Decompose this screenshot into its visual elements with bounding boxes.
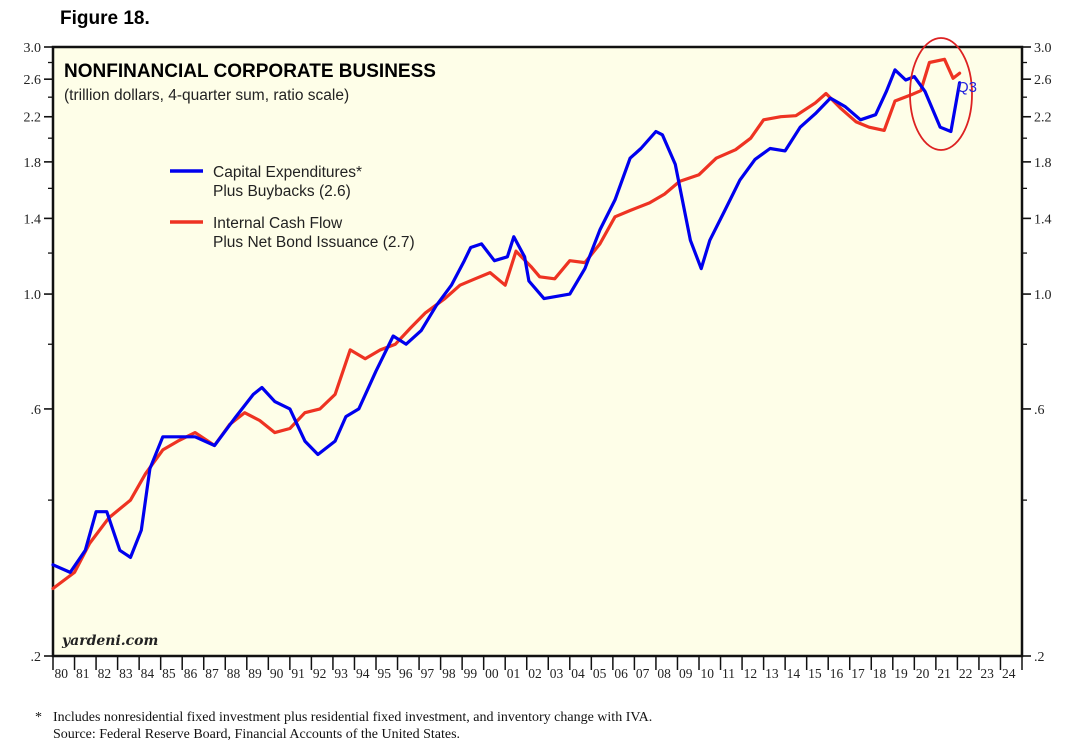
- x-tick-label: 95: [378, 666, 392, 681]
- x-tick-label: 82: [98, 666, 112, 681]
- x-tick-label: 06: [614, 666, 628, 681]
- x-tick-label: 15: [808, 666, 822, 681]
- y-tick-label-left: 1.4: [24, 212, 42, 227]
- y-tick-label-right: 1.8: [1034, 156, 1052, 171]
- legend: Capital Expenditures* Plus Buybacks (2.6…: [170, 164, 415, 251]
- x-tick-label: 14: [787, 666, 801, 681]
- x-tick-label: 97: [421, 666, 435, 681]
- x-tick-label: 94: [356, 666, 370, 681]
- legend-label-capex-line1: Capital Expenditures*: [213, 164, 362, 181]
- series-layer: [51, 57, 962, 591]
- y-tick-label-left: 2.6: [24, 73, 42, 88]
- x-tick-label: 23: [980, 666, 994, 681]
- x-tick-label: 99: [464, 666, 478, 681]
- chart-title: NONFINANCIAL CORPORATE BUSINESS: [64, 61, 436, 82]
- footnote-line-1: Includes nonresidential fixed investment…: [53, 710, 653, 725]
- x-tick-label: 81: [76, 666, 90, 681]
- footnote: * Includes nonresidential fixed investme…: [35, 709, 652, 743]
- annotation-q3: Q3: [957, 79, 977, 96]
- y-tick-label-right: .2: [1034, 650, 1045, 665]
- highlight-circle: [909, 37, 973, 151]
- x-tick-label: 86: [184, 666, 198, 681]
- x-tick-label: 00: [485, 666, 499, 681]
- x-tick-label: 18: [873, 666, 887, 681]
- x-tick-label: 09: [679, 666, 693, 681]
- footnote-line-2: Source: Federal Reserve Board, Financial…: [53, 727, 461, 742]
- x-tick-label: 90: [270, 666, 284, 681]
- x-tick-label: 02: [528, 666, 542, 681]
- x-tick-label: 89: [248, 666, 262, 681]
- y-tick-label-right: 2.2: [1034, 111, 1052, 126]
- y-tick-label-left: 1.8: [24, 156, 42, 171]
- chart-subtitle: (trillion dollars, 4-quarter sum, ratio …: [64, 87, 349, 104]
- x-tick-label: 91: [291, 666, 305, 681]
- x-tick-label: 93: [334, 666, 348, 681]
- y-tick-label-left: .6: [31, 403, 42, 418]
- y-tick-label-right: 1.0: [1034, 288, 1052, 303]
- y-axis-right: .2 .6 1.0 1.4 1.8 2.2 2.6 3.0: [1022, 41, 1052, 665]
- x-tick-label: 08: [657, 666, 671, 681]
- x-tick-label: 87: [205, 666, 219, 681]
- x-tick-label: 19: [894, 666, 908, 681]
- legend-label-cashflow-line2: Plus Net Bond Issuance (2.7): [213, 234, 415, 251]
- x-tick-label: 96: [399, 666, 413, 681]
- x-tick-label: 12: [744, 666, 758, 681]
- series-line-capex-buybacks: [51, 68, 962, 575]
- y-tick-label-left: 3.0: [24, 41, 42, 56]
- x-tick-label: 03: [550, 666, 564, 681]
- x-tick-label: 92: [313, 666, 327, 681]
- x-tick-label: 88: [227, 666, 241, 681]
- footnote-marker: *: [35, 710, 42, 725]
- x-tick-label: 05: [593, 666, 607, 681]
- x-tick-label: 04: [571, 666, 585, 681]
- y-tick-label-left: .2: [31, 650, 42, 665]
- legend-label-capex-line2: Plus Buybacks (2.6): [213, 183, 351, 200]
- legend-label-cashflow-line1: Internal Cash Flow: [213, 215, 343, 232]
- x-tick-label: 01: [507, 666, 521, 681]
- y-tick-label-right: 3.0: [1034, 41, 1052, 56]
- y-tick-label-left: 2.2: [24, 111, 42, 126]
- watermark: yardeni.com: [61, 633, 158, 649]
- x-tick-label: 98: [442, 666, 456, 681]
- x-tick-label: 16: [830, 666, 844, 681]
- y-tick-label-right: .6: [1034, 403, 1045, 418]
- x-tick-label: 85: [162, 666, 176, 681]
- y-tick-label-left: 1.0: [24, 288, 42, 303]
- y-axis-left: .2 .6 1.0 1.4 1.8 2.2 2.6 3.0: [24, 41, 53, 665]
- x-tick-label: 07: [636, 666, 650, 681]
- x-tick-label: 21: [937, 666, 951, 681]
- y-tick-label-right: 2.6: [1034, 73, 1052, 88]
- x-tick-label: 17: [851, 666, 865, 681]
- x-tick-label: 22: [959, 666, 973, 681]
- x-tick-label: 10: [701, 666, 715, 681]
- x-tick-label: 11: [722, 666, 735, 681]
- x-tick-label: 13: [765, 666, 779, 681]
- x-tick-label: 20: [916, 666, 930, 681]
- x-tick-label: 84: [141, 666, 155, 681]
- x-tick-label: 83: [119, 666, 133, 681]
- x-tick-label: 24: [1002, 666, 1016, 681]
- x-axis: 80 81 82 83 84 85 86 87 88 89 90 91 92 93 94 95 96 97 98 99…: [52, 656, 1023, 681]
- chart: .2 .6 1.0 1.4 1.8 2.2 2.6 3.0 .2 .6 1.0 1.4 1.8 2.2 2…: [24, 37, 1052, 681]
- x-tick-label: 80: [55, 666, 69, 681]
- y-tick-label-right: 1.4: [1034, 212, 1052, 227]
- plot-background: [51, 45, 1024, 658]
- figure-label: Figure 18.: [60, 8, 150, 29]
